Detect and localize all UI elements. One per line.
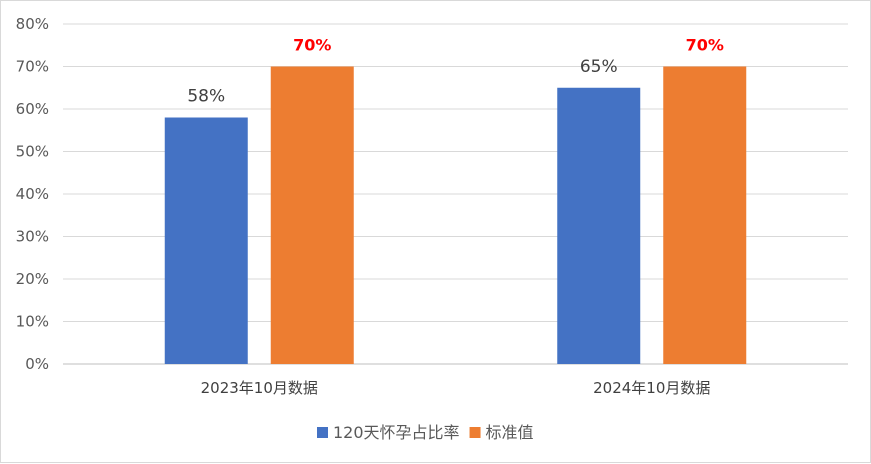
y-tick-label: 80% — [16, 15, 49, 33]
y-tick-label: 70% — [16, 58, 49, 76]
bar — [270, 66, 354, 364]
y-tick-label: 50% — [16, 143, 49, 161]
data-label: 70% — [293, 36, 331, 55]
category-label: 2024年10月数据 — [593, 379, 710, 397]
y-tick-label: 40% — [16, 185, 49, 203]
x-axis-categories: 2023年10月数据 2024年10月数据 — [201, 379, 711, 397]
data-label: 65% — [580, 57, 618, 77]
legend-label: 120天怀孕占比率 — [333, 423, 460, 442]
bar — [557, 87, 641, 364]
legend: 120天怀孕占比率 标准值 — [317, 423, 534, 442]
y-tick-label: 60% — [16, 100, 49, 118]
legend-swatch — [317, 427, 328, 438]
category-label: 2023年10月数据 — [201, 379, 318, 397]
y-tick-label: 30% — [16, 228, 49, 246]
data-label: 70% — [686, 36, 724, 55]
y-axis-ticks: 0% 10% 20% 30% 40% 50% 60% 70% 80% — [16, 15, 49, 373]
legend-label: 标准值 — [486, 423, 534, 442]
data-labels: 58% 70% 65% 70% — [187, 36, 724, 107]
bar — [663, 66, 747, 364]
y-tick-label: 0% — [25, 355, 49, 373]
y-tick-label: 20% — [16, 270, 49, 288]
legend-swatch — [469, 427, 481, 438]
y-tick-label: 10% — [16, 313, 49, 331]
bars — [164, 66, 747, 364]
bar — [164, 117, 248, 364]
data-label: 58% — [187, 87, 225, 107]
